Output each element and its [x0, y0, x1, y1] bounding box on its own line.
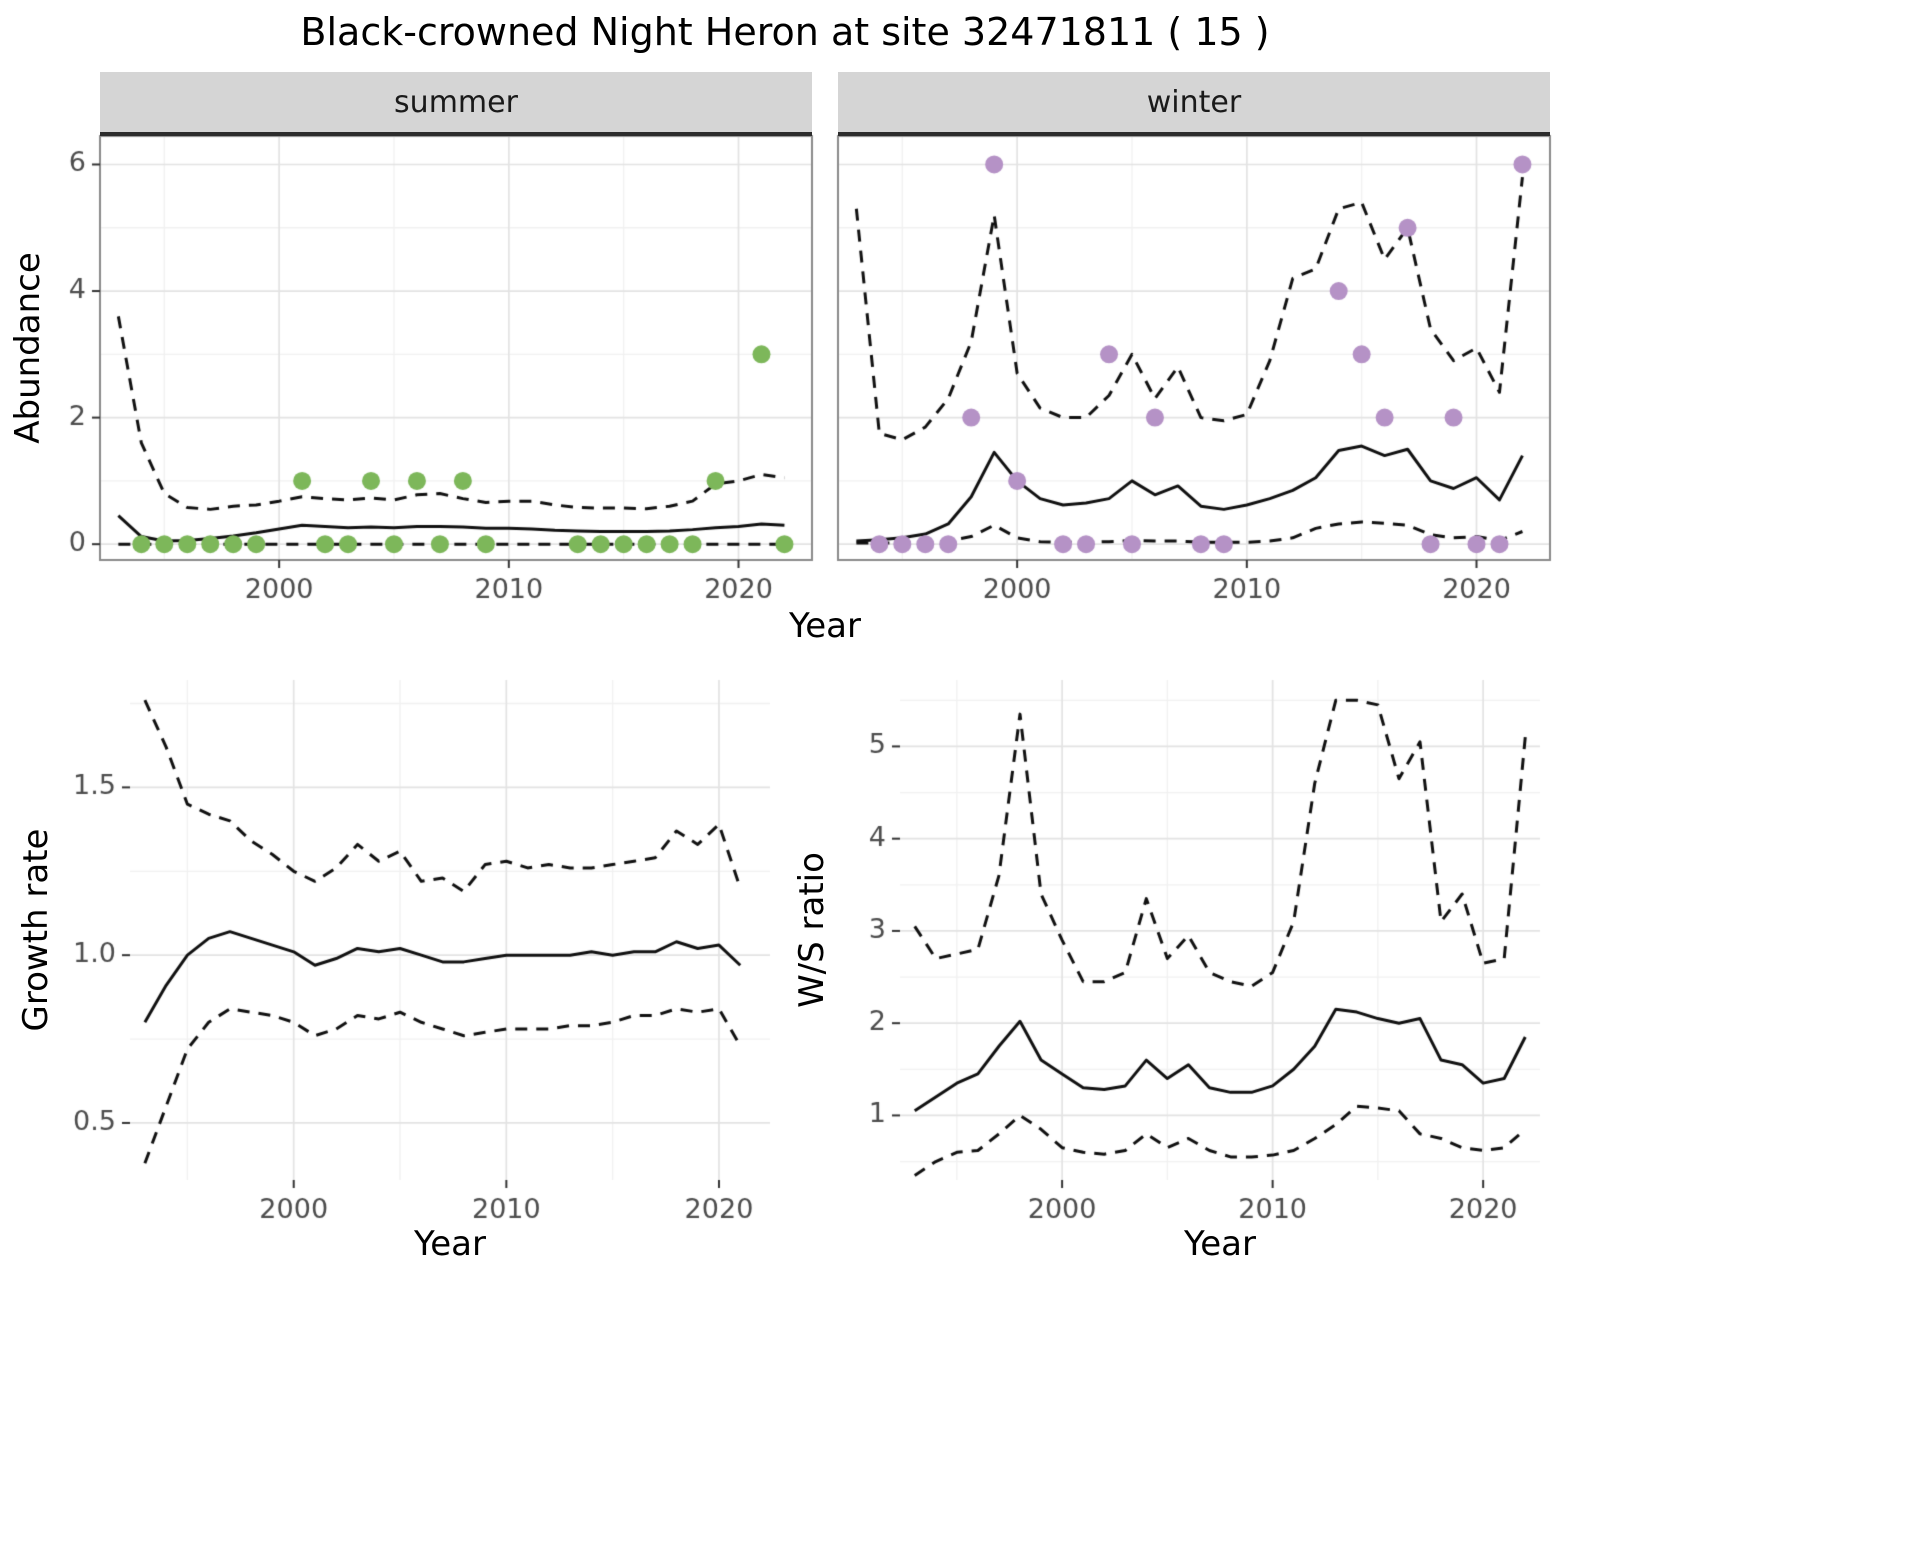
facet-strip-summer: summer	[100, 72, 812, 136]
x-axis-label-top: Year	[789, 606, 861, 646]
y-axis-label-ws-ratio: W/S ratio	[792, 852, 832, 1008]
facet-label-summer: summer	[394, 84, 518, 120]
facet-strip-winter: winter	[838, 72, 1550, 136]
page-title: Black-crowned Night Heron at site 324718…	[300, 10, 1270, 54]
facet-label-winter: winter	[1146, 84, 1242, 120]
x-axis-label-growth-rate: Year	[414, 1224, 486, 1264]
y-axis-label-growth-rate: Growth rate	[16, 828, 56, 1032]
x-axis-label-ws-ratio: Year	[1184, 1224, 1256, 1264]
y-axis-label-abundance: Abundance	[8, 252, 48, 444]
